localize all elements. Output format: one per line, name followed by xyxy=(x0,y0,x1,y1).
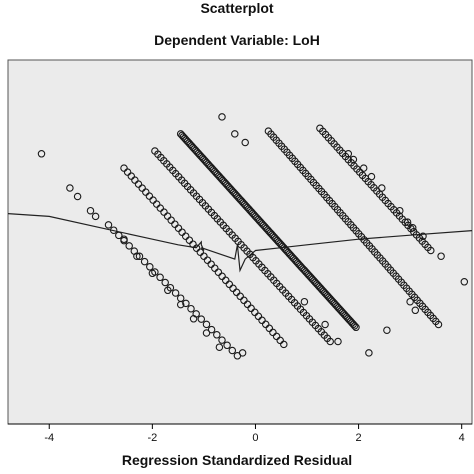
data-point xyxy=(202,320,211,329)
data-point xyxy=(408,224,417,232)
data-point xyxy=(214,268,223,276)
data-point xyxy=(231,130,239,138)
data-point xyxy=(166,283,175,292)
x-tick-label: 0 xyxy=(252,432,258,444)
data-point xyxy=(344,150,353,158)
data-point xyxy=(176,300,185,309)
data-point xyxy=(241,138,249,147)
data-point xyxy=(238,349,247,357)
data-point xyxy=(352,323,360,332)
data-point xyxy=(134,180,143,188)
fit-line-layer xyxy=(7,213,473,273)
data-point xyxy=(140,257,149,266)
data-point xyxy=(145,192,154,200)
data-point xyxy=(411,306,420,315)
data-point xyxy=(146,263,154,271)
data-point xyxy=(213,331,221,339)
fit-line xyxy=(7,213,473,273)
data-point xyxy=(148,269,157,278)
x-tick-label: -2 xyxy=(147,432,157,444)
chart-title: Scatterplot xyxy=(200,0,274,16)
data-point xyxy=(182,299,190,308)
data-point xyxy=(218,336,226,344)
data-point xyxy=(334,337,342,346)
data-point xyxy=(120,235,128,243)
data-point xyxy=(207,325,216,334)
data-point xyxy=(171,289,180,297)
data-point xyxy=(269,328,277,337)
data-point xyxy=(228,346,237,355)
data-point xyxy=(365,349,373,357)
data-point xyxy=(203,256,212,264)
data-point xyxy=(181,232,190,240)
x-tick-label: -4 xyxy=(44,432,54,444)
data-point xyxy=(115,231,123,240)
data-point xyxy=(460,278,469,286)
data-point xyxy=(104,221,113,229)
data-point xyxy=(326,337,334,346)
data-point xyxy=(86,206,95,215)
data-point xyxy=(123,168,132,176)
data-point xyxy=(218,113,226,121)
data-point xyxy=(419,232,427,241)
data-point xyxy=(223,341,231,350)
data-point xyxy=(167,216,175,224)
data-point xyxy=(125,242,133,250)
data-point xyxy=(156,273,164,282)
data-point xyxy=(189,315,198,323)
data-point xyxy=(161,278,169,287)
data-point xyxy=(187,304,195,313)
data-point xyxy=(434,320,443,329)
data-point xyxy=(437,252,445,260)
data-point xyxy=(225,280,234,289)
chart-subtitle: Dependent Variable: LoH xyxy=(154,32,320,48)
data-point xyxy=(300,297,309,306)
x-tick-label: 4 xyxy=(459,432,465,444)
x-axis-label: Regression Standardized Residual xyxy=(121,452,353,468)
data-point xyxy=(197,315,206,323)
data-point xyxy=(378,184,386,192)
data-point xyxy=(91,212,100,221)
data-point xyxy=(367,172,376,181)
data-point xyxy=(359,164,368,172)
data-point xyxy=(202,329,211,337)
data-point xyxy=(66,184,74,192)
data-point xyxy=(427,246,435,255)
data-point xyxy=(73,192,82,201)
points-layer xyxy=(37,113,469,360)
data-point xyxy=(156,204,165,212)
x-axis-ticks: -4 -2 0 2 4 xyxy=(44,424,465,444)
data-point xyxy=(192,244,201,252)
data-point xyxy=(236,292,244,301)
x-tick-label: 2 xyxy=(356,432,362,444)
data-point xyxy=(383,326,391,334)
data-point xyxy=(321,320,329,329)
data-point xyxy=(133,252,141,260)
data-point xyxy=(403,218,412,226)
data-point xyxy=(349,155,358,164)
data-point xyxy=(109,226,118,234)
data-point xyxy=(135,252,144,261)
data-point xyxy=(350,322,359,330)
data-point xyxy=(215,343,224,351)
data-point xyxy=(396,206,404,215)
data-point xyxy=(164,286,172,295)
data-point xyxy=(258,316,266,325)
data-point xyxy=(406,297,414,306)
data-point xyxy=(247,304,255,313)
data-point xyxy=(37,150,46,158)
data-point xyxy=(280,340,288,349)
